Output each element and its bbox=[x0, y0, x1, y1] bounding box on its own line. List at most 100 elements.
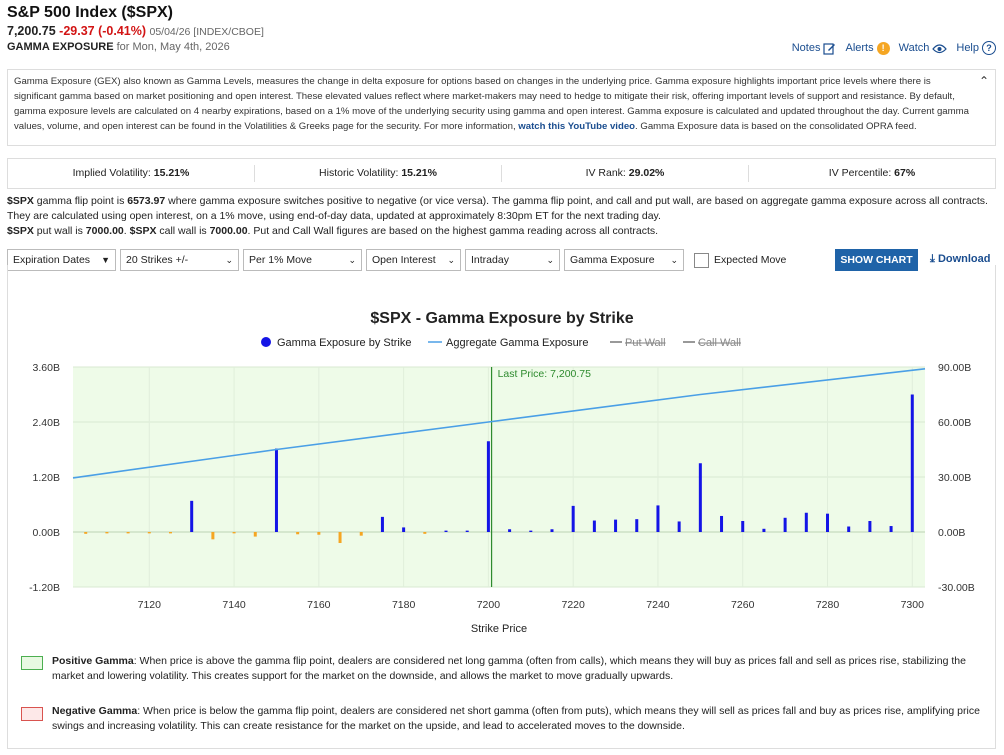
x-tick-label: 7140 bbox=[222, 599, 246, 611]
stat-value: 15.21% bbox=[401, 167, 437, 179]
stat-value: 15.21% bbox=[153, 167, 190, 179]
stat-value: 67% bbox=[894, 167, 916, 179]
chevron-down-icon: ⌄ bbox=[546, 254, 554, 265]
x-tick-label: 7240 bbox=[646, 599, 670, 611]
gamma-bar bbox=[571, 505, 575, 532]
eye-icon bbox=[932, 43, 948, 53]
expiration-dates-dropdown[interactable]: Expiration Dates ▼ bbox=[7, 249, 116, 271]
move-select[interactable]: Per 1% Move ⌄ bbox=[243, 249, 362, 271]
gamma-bar bbox=[338, 532, 342, 543]
stat-label: Implied Volatility: bbox=[72, 167, 151, 179]
gamma-bar bbox=[317, 532, 321, 535]
gamma-bar bbox=[423, 532, 427, 534]
alerts-link[interactable]: Alerts ! bbox=[845, 41, 890, 55]
gamma-bar bbox=[550, 529, 554, 532]
gamma-bar bbox=[741, 521, 745, 532]
gamma-bar bbox=[402, 527, 406, 532]
info-text: where gamma exposure switches positive t… bbox=[7, 195, 988, 222]
chevron-down-icon: ⌄ bbox=[447, 254, 455, 265]
x-tick-label: 7180 bbox=[392, 599, 416, 611]
y-tick-label-left: 2.40B bbox=[33, 417, 60, 429]
info-text: call wall is bbox=[156, 225, 210, 237]
expected-move-checkbox[interactable]: Expected Move bbox=[694, 252, 786, 268]
select-value: Open Interest bbox=[372, 254, 436, 266]
gamma-bar bbox=[826, 513, 830, 532]
gamma-bar bbox=[508, 529, 512, 532]
gamma-bar bbox=[529, 530, 533, 532]
show-chart-button[interactable]: SHOW CHART bbox=[835, 249, 918, 271]
select-value: Gamma Exposure bbox=[570, 254, 655, 266]
alert-icon: ! bbox=[876, 41, 890, 55]
top-links: Notes Alerts ! Watch Help ? bbox=[792, 41, 996, 55]
strikes-select[interactable]: 20 Strikes +/- ⌄ bbox=[120, 249, 239, 271]
stat-label: IV Percentile: bbox=[828, 167, 892, 179]
edit-icon bbox=[823, 42, 836, 55]
open-interest-select[interactable]: Open Interest ⌄ bbox=[366, 249, 461, 271]
stat-iv-percentile: IV Percentile: 67% bbox=[749, 165, 995, 182]
stat-implied-volatility: Implied Volatility: 15.21% bbox=[8, 165, 255, 182]
note-text: : When price is above the gamma flip poi… bbox=[52, 655, 966, 682]
description-text: Gamma Exposure (GEX) also known as Gamma… bbox=[14, 76, 969, 132]
y-tick-label-right: 30.00B bbox=[938, 472, 971, 484]
last-price: 7,200.75 bbox=[7, 24, 56, 38]
gamma-date: for Mon, May 4th, 2026 bbox=[116, 41, 230, 53]
checkbox-box[interactable] bbox=[694, 252, 709, 268]
notes-link[interactable]: Notes bbox=[792, 42, 837, 55]
positive-gamma-swatch bbox=[21, 656, 43, 670]
legend-entry-call-wall: Call Wall bbox=[698, 337, 741, 349]
download-link[interactable]: ⤓ Download bbox=[930, 253, 991, 266]
gamma-bar bbox=[168, 532, 172, 534]
gamma-bar bbox=[847, 526, 851, 532]
x-tick-label: 7200 bbox=[477, 599, 501, 611]
negative-gamma-note: Negative Gamma: When price is below the … bbox=[52, 704, 982, 734]
intraday-select[interactable]: Intraday ⌄ bbox=[465, 249, 560, 271]
gamma-bar bbox=[190, 500, 194, 532]
watch-link[interactable]: Watch bbox=[899, 42, 948, 54]
download-icon: ⤓ bbox=[930, 253, 935, 265]
volatility-stats: Implied Volatility: 15.21% Historic Vola… bbox=[7, 158, 996, 189]
gamma-bar bbox=[232, 532, 236, 534]
legend-dot-icon bbox=[261, 337, 271, 347]
gamma-bar bbox=[486, 441, 490, 532]
y-tick-label-right: 90.00B bbox=[938, 362, 971, 374]
x-axis-label: Strike Price bbox=[471, 623, 527, 635]
note-title: Positive Gamma bbox=[52, 655, 134, 667]
y-tick-label-left: 0.00B bbox=[33, 527, 60, 539]
x-tick-label: 7220 bbox=[561, 599, 585, 611]
info-text: put wall is bbox=[33, 225, 86, 237]
gamma-bar bbox=[274, 448, 278, 532]
gamma-bar bbox=[359, 532, 363, 536]
chart-title: $SPX - Gamma Exposure by Strike bbox=[370, 310, 633, 327]
question-icon: ? bbox=[982, 41, 996, 55]
quote-meta: 05/04/26 [INDEX/CBOE] bbox=[149, 26, 264, 38]
gamma-bar bbox=[889, 526, 893, 532]
x-tick-label: 7120 bbox=[138, 599, 162, 611]
x-tick-label: 7160 bbox=[307, 599, 331, 611]
x-tick-label: 7260 bbox=[731, 599, 755, 611]
legend-entry-put-wall: Put Wall bbox=[625, 337, 666, 349]
gamma-bar bbox=[296, 532, 300, 535]
section-title: GAMMA EXPOSURE for Mon, May 4th, 2026 bbox=[7, 41, 264, 53]
gamma-bar bbox=[465, 530, 469, 532]
collapse-chevron-icon[interactable]: ⌃ bbox=[978, 74, 989, 88]
gamma-exposure-select[interactable]: Gamma Exposure ⌄ bbox=[564, 249, 684, 271]
gamma-info: $SPX gamma flip point is 6573.97 where g… bbox=[7, 194, 997, 239]
gamma-bar bbox=[253, 532, 257, 537]
y-tick-label-left: 1.20B bbox=[33, 472, 60, 484]
help-link[interactable]: Help ? bbox=[956, 41, 996, 55]
symbol: $SPX bbox=[129, 225, 157, 237]
y-tick-label-right: -30.00B bbox=[938, 582, 975, 594]
gamma-bar bbox=[84, 532, 88, 534]
download-label: Download bbox=[937, 253, 991, 265]
gamma-bar bbox=[211, 532, 215, 540]
notes-label: Notes bbox=[791, 42, 821, 54]
chart-container: $SPX - Gamma Exposure by Strike Last Pri… bbox=[7, 265, 996, 749]
note-title: Negative Gamma bbox=[52, 705, 138, 717]
youtube-link[interactable]: watch this YouTube video bbox=[518, 121, 636, 132]
gamma-bar bbox=[677, 521, 681, 532]
negative-gamma-swatch bbox=[21, 707, 43, 721]
info-text: gamma flip point is bbox=[33, 195, 128, 207]
stat-iv-rank: IV Rank: 29.02% bbox=[502, 165, 749, 182]
y-tick-label-left: 3.60B bbox=[33, 362, 60, 374]
symbol: $SPX bbox=[7, 225, 34, 237]
